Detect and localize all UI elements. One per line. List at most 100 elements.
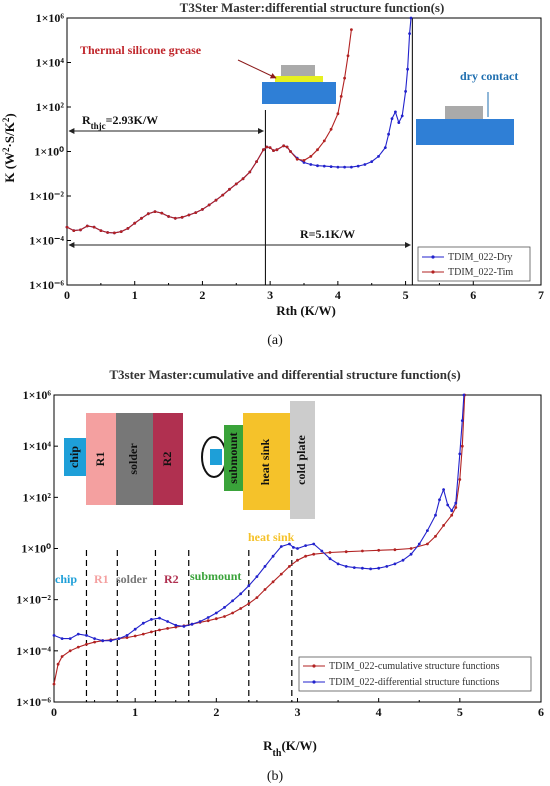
chart-b-title: T3ster Master:cumulative and differentia…	[109, 367, 460, 382]
chart-a-series-1-point	[180, 215, 184, 219]
chart-a-series-1-point	[268, 146, 272, 150]
chart-b-series-1-point	[292, 546, 295, 549]
chart-a-series-0-point	[363, 163, 367, 166]
dry-package-base	[416, 119, 514, 145]
chart-a-series-0-point	[408, 32, 411, 35]
chart-b-series-1-point	[336, 562, 340, 566]
chart-b-xtick-label: 5	[457, 705, 463, 719]
chart-b-series-0-point	[361, 549, 364, 553]
chart-b-series-0-point	[85, 642, 88, 646]
chart-a-xtick-label: 7	[538, 288, 544, 302]
chart-a-title: T3Ster Master:differential structure fun…	[180, 0, 445, 15]
chart-b-series-1-point	[231, 599, 235, 603]
chart-b-series-0-point	[344, 550, 348, 554]
chart-a-series-1-point	[140, 216, 143, 220]
chart-a-series-1-point	[160, 211, 164, 215]
chart-a-ytick-label: 1×10⁰	[34, 145, 64, 159]
stack-heatsink	[243, 413, 290, 510]
chart-b-legend: TDIM_022-cumulative structure functions …	[298, 656, 532, 692]
chart-b-legend-box	[298, 656, 532, 692]
chart-b-series-1-point	[458, 452, 462, 456]
chart-a-series-1-point	[187, 213, 191, 217]
chart-a: T3Ster Master:differential structure fun…	[1, 0, 544, 348]
chart-b-series-1-point	[401, 558, 405, 562]
chart-a-series-0-point	[394, 110, 397, 114]
chart-b-series-1-point	[438, 498, 441, 502]
chart-b-series-0-point	[304, 554, 307, 558]
legend-marker-tim	[431, 270, 435, 274]
chart-a-series-1-point	[272, 149, 275, 153]
chart-b-series-0-point	[442, 524, 445, 527]
stack-chip-label: chip	[67, 446, 81, 468]
chart-a-legend: TDIM_022-Dry TDIM_022-Tim	[417, 246, 531, 282]
chart-a-series-1-point	[214, 198, 218, 202]
chart-b-axes: 0 1 2 3 4 5 6 1×10⁻⁶ 1×10⁻⁴ 1×10⁻² 1×10⁰ 1×10² 1×10⁴…	[16, 388, 544, 719]
chart-a-xtick-label: 5	[403, 288, 409, 302]
chart-a-series-1-point	[285, 145, 289, 149]
chart-b-series-0-point	[60, 655, 64, 658]
chart-b-series-0-point	[296, 558, 299, 562]
chart-b-series-0-point	[288, 565, 291, 568]
region-label-r2: R2	[164, 572, 179, 586]
chart-b-series-1-point	[206, 616, 210, 619]
chart-a-series-1-point	[92, 225, 96, 229]
stack-r1	[86, 413, 116, 505]
chart-b-series-1-point	[279, 545, 283, 548]
stack-coldplate-label: cold plate	[294, 434, 308, 484]
chart-b-xlabel: Rth(K/W)	[263, 738, 317, 759]
chart-a-series-1-point	[255, 160, 258, 164]
chart-b-series-1-point	[328, 557, 332, 561]
dry-contact-label: dry contact	[460, 69, 518, 83]
chart-b-series-0-point	[231, 611, 235, 615]
chart-a-series-0-point	[336, 165, 340, 169]
chart-a-ytick-label: 1×10⁻²	[29, 189, 64, 203]
stack-heatsink-label: heat sink	[258, 439, 272, 486]
chart-b-series-1-point	[247, 584, 251, 588]
chart-b-series-0-point	[150, 630, 153, 634]
chart-b-series-0-point	[460, 444, 464, 448]
chart-a-series-1-point	[339, 95, 343, 98]
chart-b-series-1-point	[288, 542, 291, 546]
chart-b-series-1-point	[239, 592, 243, 596]
chart-a-xtick-label: 4	[335, 288, 341, 302]
chart-b-series-1-point	[166, 620, 170, 623]
package-base	[262, 82, 336, 104]
chart-b-series-0-point	[68, 649, 72, 653]
chart-b-series-1-point	[76, 632, 80, 636]
chart-a-series-1-point	[343, 76, 346, 80]
legend-marker-differential	[312, 680, 316, 684]
chart-b-series-1-point	[426, 529, 429, 532]
chart-b-series-1-point	[385, 565, 389, 568]
chart-a-series-0-point	[409, 16, 413, 20]
chart-b-series-1-point	[60, 637, 64, 640]
chart-a-series-1-point	[289, 150, 292, 153]
chart-a-series-1-point	[336, 112, 340, 116]
chart-b-ytick-label: 1×10⁴	[23, 439, 52, 453]
r-total-label: R=5.1K/W	[300, 227, 355, 241]
stack-r2	[153, 413, 183, 505]
chart-a-series-1-point	[329, 127, 333, 131]
stack-coldplate	[290, 401, 315, 519]
stack-zoom-chip	[210, 449, 222, 465]
chart-a-xlabel: Rth (K/W)	[276, 303, 336, 318]
chart-a-series-0-point	[383, 146, 387, 150]
chart-a-series-1-point	[153, 210, 157, 214]
chart-b-series-0-point	[158, 628, 161, 632]
chart-a-series	[65, 16, 413, 235]
legend-marker-dry	[431, 255, 435, 259]
chart-b-series-0-point	[450, 513, 454, 517]
chart-a-series-0-point	[406, 67, 409, 71]
chart-a-series-0-point	[322, 164, 326, 168]
chart-a-series-0-point	[377, 155, 380, 158]
chart-a-series-1-point	[316, 148, 319, 152]
chart-b-xtick-label: 6	[538, 705, 544, 719]
chart-b-ytick-label: 1×10⁰	[21, 542, 51, 556]
chart-b-series-1-point	[460, 419, 464, 422]
chart-b-series-1-point	[141, 621, 145, 625]
chart-a-series-1-point	[79, 228, 82, 232]
chart-a-xtick-label: 6	[470, 288, 476, 302]
chart-a-legend-box	[417, 246, 531, 282]
chart-b-series-1-point	[462, 393, 466, 397]
chart-a-series-0-point	[343, 165, 346, 169]
chart-b-series	[52, 393, 467, 686]
